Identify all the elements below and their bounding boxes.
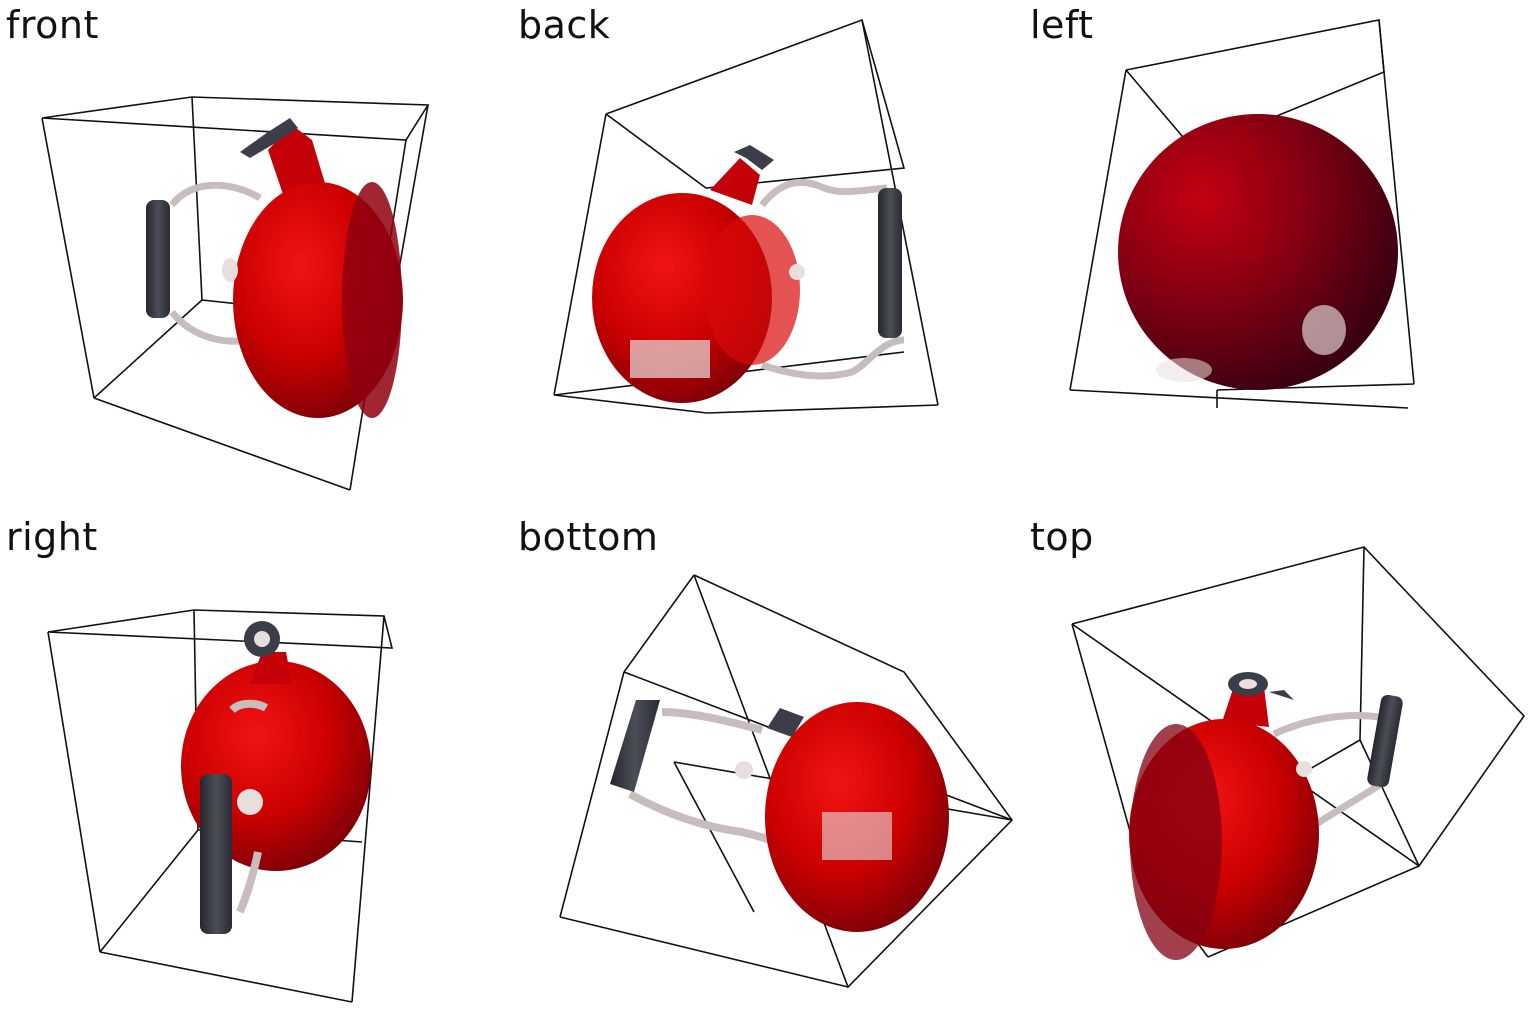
view-label: front xyxy=(6,3,99,47)
view-label: right xyxy=(6,515,98,559)
view-panel-front: front xyxy=(0,0,512,512)
kettle-render xyxy=(1071,546,1526,960)
kettle-render xyxy=(553,18,939,414)
kettle-render xyxy=(1069,19,1415,409)
view-label: bottom xyxy=(518,515,659,559)
view-panel-top: top xyxy=(1024,512,1536,1024)
kettle-render xyxy=(559,574,1014,989)
view-panel-right: right xyxy=(0,512,512,1024)
view-label: back xyxy=(518,3,611,47)
view-panel-left: left xyxy=(1024,0,1536,512)
view-label: top xyxy=(1030,515,1094,559)
kettle-render xyxy=(47,609,394,1003)
kettle-render xyxy=(41,96,430,491)
view-label: left xyxy=(1030,3,1094,47)
view-panel-back: back xyxy=(512,0,1024,512)
view-panel-bottom: bottom xyxy=(512,512,1024,1024)
